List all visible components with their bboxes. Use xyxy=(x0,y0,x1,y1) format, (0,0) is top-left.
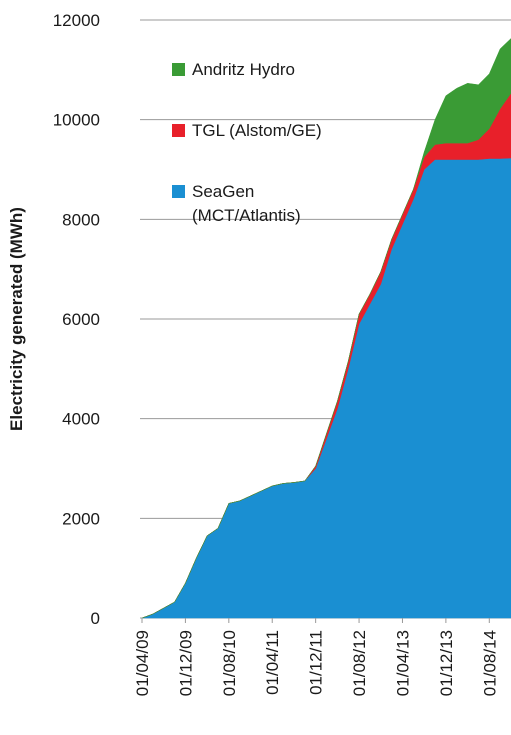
y-tick-label: 10000 xyxy=(53,111,100,130)
y-tick-label: 6000 xyxy=(62,310,100,329)
x-tick-label: 01/12/13 xyxy=(437,630,456,696)
y-tick-label: 12000 xyxy=(53,11,100,30)
x-tick-label: 01/04/09 xyxy=(133,630,152,696)
x-tick-label: 01/04/13 xyxy=(393,630,412,696)
legend-label: TGL (Alstom/GE) xyxy=(192,121,322,140)
x-tick-label: 01/04/11 xyxy=(263,630,282,695)
y-tick-label: 2000 xyxy=(62,509,100,528)
legend-label: Andritz Hydro xyxy=(192,60,295,79)
x-tick-label: 01/08/10 xyxy=(220,630,239,696)
x-tick-label: 01/12/11 xyxy=(307,630,326,695)
y-axis-label: Electricity generated (MWh) xyxy=(7,207,26,431)
x-tick-label: 01/08/12 xyxy=(350,630,369,696)
legend-swatch xyxy=(172,124,185,137)
y-tick-label: 8000 xyxy=(62,210,100,229)
legend-label: SeaGen (MCT/Atlantis) xyxy=(192,182,301,225)
y-tick-label: 4000 xyxy=(62,410,100,429)
legend-swatch xyxy=(172,63,185,76)
x-tick-label: 01/08/14 xyxy=(480,630,499,696)
x-tick-label: 01/12/09 xyxy=(176,630,195,696)
y-tick-label: 0 xyxy=(91,609,100,628)
area xyxy=(141,38,511,619)
legend-swatch xyxy=(172,185,185,198)
